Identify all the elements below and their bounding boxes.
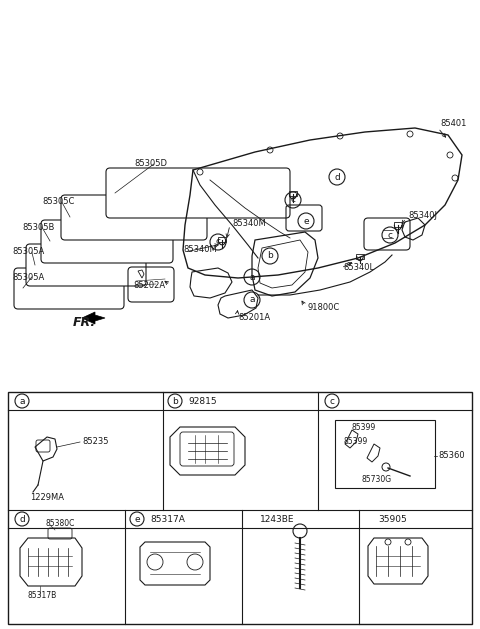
Text: 85202A: 85202A	[133, 282, 165, 291]
FancyBboxPatch shape	[61, 195, 207, 240]
Text: e: e	[303, 216, 309, 226]
Bar	[218, 237, 226, 242]
Text: 85340M: 85340M	[232, 218, 266, 228]
Text: 85305B: 85305B	[22, 223, 54, 231]
Text: 85305C: 85305C	[42, 198, 74, 206]
Text: a: a	[249, 272, 255, 282]
Bar	[8, 392, 472, 624]
Text: 85730G: 85730G	[362, 476, 392, 484]
Polygon shape	[82, 312, 105, 324]
Text: 85401: 85401	[440, 120, 467, 128]
Text: 85201A: 85201A	[238, 313, 270, 323]
Text: 85399: 85399	[352, 423, 376, 433]
Text: 1229MA: 1229MA	[30, 493, 64, 501]
Text: 85317A: 85317A	[150, 515, 185, 523]
FancyBboxPatch shape	[106, 168, 290, 218]
Text: 85305D: 85305D	[134, 160, 167, 169]
Text: b: b	[267, 252, 273, 260]
Text: e: e	[134, 515, 140, 523]
Text: 1243BE: 1243BE	[260, 515, 295, 523]
Text: 91800C: 91800C	[307, 304, 339, 313]
Text: c: c	[216, 238, 220, 247]
Text: 85340J: 85340J	[408, 211, 437, 220]
Text: 85305A: 85305A	[12, 272, 44, 282]
Text: 85399: 85399	[344, 438, 368, 447]
Text: 85317B: 85317B	[28, 591, 57, 601]
Text: a: a	[19, 396, 25, 406]
Text: d: d	[334, 172, 340, 182]
Text: 35905: 35905	[378, 515, 407, 523]
Text: a: a	[249, 296, 255, 304]
Bar	[335, 420, 435, 488]
FancyBboxPatch shape	[41, 220, 173, 263]
Text: FR.: FR.	[73, 316, 96, 330]
Text: 85380C: 85380C	[45, 520, 74, 528]
Bar	[289, 191, 297, 196]
Text: 85340L: 85340L	[343, 264, 374, 272]
Text: c: c	[290, 196, 296, 204]
Bar	[356, 253, 364, 259]
Text: c: c	[387, 230, 393, 240]
Bar	[394, 222, 402, 227]
Text: 92815: 92815	[188, 396, 216, 406]
FancyBboxPatch shape	[26, 244, 146, 286]
Text: c: c	[329, 396, 335, 406]
Text: 85340M: 85340M	[183, 245, 217, 255]
FancyBboxPatch shape	[14, 268, 124, 309]
Text: 85360: 85360	[438, 452, 465, 460]
Text: b: b	[172, 396, 178, 406]
Text: 85305A: 85305A	[12, 247, 44, 257]
Text: 85235: 85235	[82, 438, 108, 447]
Text: d: d	[19, 515, 25, 523]
